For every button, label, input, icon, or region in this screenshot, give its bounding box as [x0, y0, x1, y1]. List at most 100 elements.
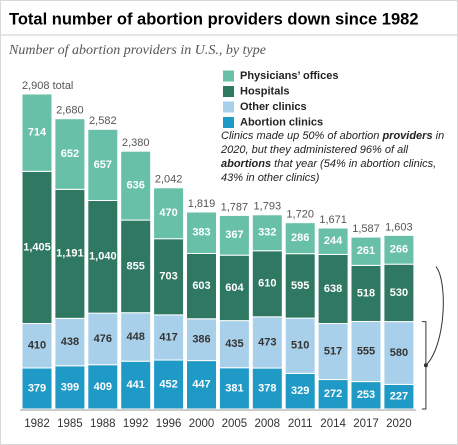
- total-label: 1,787: [221, 201, 249, 213]
- bar-segment: [186, 252, 217, 320]
- bar-segment: [153, 314, 185, 361]
- data-label: 253: [357, 389, 375, 401]
- data-label: 417: [159, 331, 177, 343]
- x-tick-label: 2014: [320, 418, 346, 430]
- data-label: 595: [291, 280, 309, 292]
- data-label: 1,191: [56, 248, 84, 260]
- bar-segment: [186, 211, 217, 254]
- bar-segment: [350, 264, 382, 322]
- annotation-text: Clinics made up 50% of abortion: [221, 130, 383, 142]
- bar-segment: [54, 188, 86, 319]
- bar-segment: [284, 253, 316, 319]
- annotation-text: that year (54% in abortion clinics, 43% …: [221, 158, 437, 184]
- bar-segment: [21, 93, 53, 172]
- annotation: Clinics made up 50% of abortion provider…: [221, 129, 453, 185]
- annotation-bold: abortions: [221, 158, 272, 170]
- data-label: 657: [94, 159, 112, 171]
- bar-segment: [54, 118, 86, 190]
- data-label: 227: [390, 391, 408, 403]
- x-tick-label: 2020: [386, 418, 412, 430]
- x-tick-label: 2000: [189, 418, 215, 430]
- bar-segment: [87, 312, 119, 366]
- total-label: 2,042: [155, 174, 183, 186]
- total-label: 2,680: [56, 105, 84, 117]
- total-label: 2,380: [122, 137, 150, 149]
- bar-segment: [317, 253, 349, 325]
- data-label: 448: [127, 331, 145, 343]
- data-label: 266: [390, 244, 408, 256]
- data-label: 286: [291, 232, 309, 244]
- data-label: 855: [127, 260, 145, 272]
- bar-segment: [21, 323, 53, 369]
- data-label: 470: [159, 207, 177, 219]
- bar-segment: [87, 364, 119, 410]
- bar-segment: [87, 128, 119, 201]
- data-label: 399: [61, 381, 79, 393]
- data-label: 603: [192, 280, 210, 292]
- bar-segment: [153, 359, 185, 410]
- total-label: 1,793: [254, 201, 282, 213]
- x-tick-label: 2005: [222, 418, 248, 430]
- bar-segment: [153, 187, 185, 240]
- data-label: 580: [390, 347, 408, 359]
- legend-label: Hospitals: [240, 85, 290, 97]
- bar-segment: [218, 214, 250, 256]
- bar-segment: [251, 316, 283, 369]
- data-label: 383: [192, 227, 210, 239]
- bar-segment: [218, 320, 250, 369]
- data-label: 244: [324, 235, 343, 247]
- bar-segment: [350, 236, 382, 266]
- bar-segment: [54, 365, 86, 410]
- total-label: 1,671: [319, 214, 347, 226]
- data-label: 1,405: [23, 241, 51, 253]
- bar-segment: [153, 238, 185, 316]
- data-label: 517: [324, 345, 342, 357]
- data-label: 379: [28, 382, 46, 394]
- x-tick-label: 1988: [90, 418, 116, 430]
- data-label: 367: [225, 229, 243, 241]
- bar-segment: [218, 254, 250, 322]
- x-tick-label: 1992: [123, 418, 149, 430]
- total-label: 1,587: [352, 223, 380, 235]
- total-label: 2,908 total: [22, 80, 73, 92]
- data-label: 438: [61, 336, 79, 348]
- data-label: 1,040: [89, 251, 117, 263]
- x-tick-label: 1982: [24, 418, 50, 430]
- legend-swatch: [223, 70, 234, 82]
- data-label: 636: [127, 180, 145, 192]
- data-label: 386: [192, 334, 210, 346]
- bar-segment: [186, 318, 217, 362]
- legend-swatch: [223, 101, 234, 113]
- bar-segment: [383, 234, 415, 265]
- data-label: 510: [291, 340, 309, 352]
- data-label: 409: [94, 381, 112, 393]
- data-label: 272: [324, 388, 342, 400]
- bar-segment: [120, 219, 152, 314]
- data-label: 447: [192, 379, 210, 391]
- legend-label: Abortion clinics: [240, 116, 323, 128]
- connector-dot: [423, 363, 428, 368]
- x-tick-label: 1985: [57, 418, 83, 430]
- chart-title: Total number of abortion providers down …: [9, 10, 419, 28]
- data-label: 441: [127, 379, 145, 391]
- annotation-text: in 2020, but they administered 96% of al…: [221, 130, 445, 156]
- total-label: 1,720: [286, 209, 314, 221]
- bar-segment: [186, 360, 217, 410]
- data-label: 435: [225, 338, 243, 350]
- legend-label: Other clinics: [240, 101, 307, 113]
- bar-segment: [251, 214, 283, 252]
- legend-label: Physicians’ offices: [240, 70, 338, 82]
- data-label: 473: [258, 336, 276, 348]
- bar-segment: [317, 227, 349, 255]
- total-label: 1,819: [188, 198, 216, 210]
- data-label: 476: [94, 333, 112, 345]
- legend-swatch: [223, 117, 234, 128]
- data-label: 410: [28, 340, 46, 352]
- bar-segment: [120, 150, 152, 221]
- x-tick-label: 2008: [255, 418, 281, 430]
- data-label: 555: [357, 345, 375, 357]
- bar-segment: [251, 250, 283, 318]
- x-tick-label: 2011: [288, 418, 313, 430]
- data-label: 652: [61, 148, 79, 160]
